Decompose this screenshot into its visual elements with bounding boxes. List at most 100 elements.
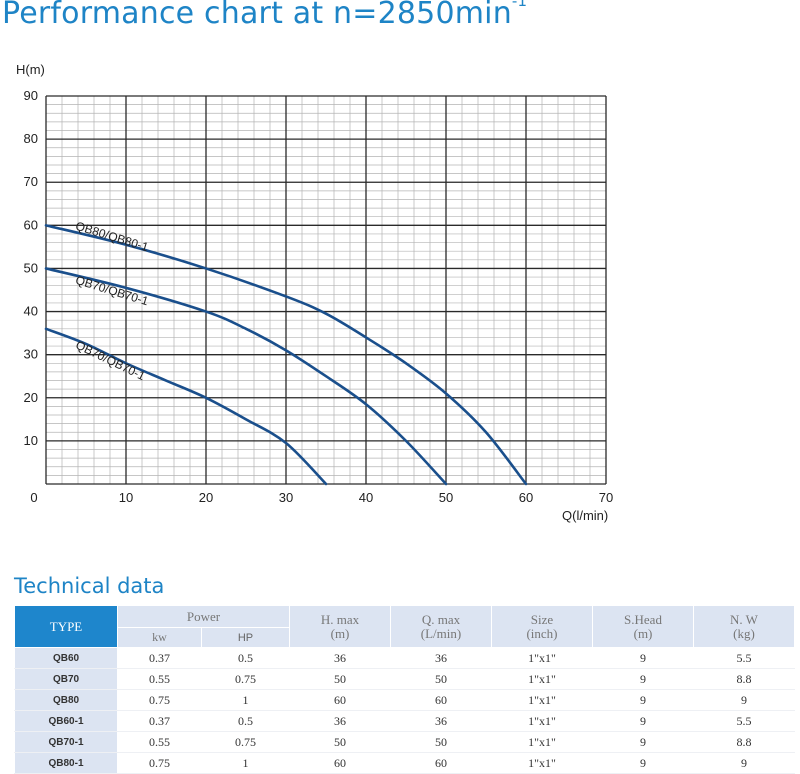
cell-hp: 0.5 xyxy=(201,647,290,669)
header-type: TYPE xyxy=(14,605,118,648)
header-nw-unit: (kg) xyxy=(733,625,755,641)
header-size-unit: (inch) xyxy=(526,625,558,641)
cell-hp: 0.75 xyxy=(201,731,290,753)
cell-shead: 9 xyxy=(592,731,694,753)
cell-kw: 0.55 xyxy=(117,731,202,753)
header-size: Size (inch) xyxy=(491,605,593,648)
header-qmax-label: Q. max xyxy=(421,611,461,627)
cell-size: 1"x1" xyxy=(491,668,593,690)
cell-qmax: 36 xyxy=(390,647,492,669)
cell-qmax: 50 xyxy=(390,731,492,753)
chart-grid-major xyxy=(45,95,607,485)
x-axis-label: Q(l/min) xyxy=(562,508,608,523)
cell-qmax: 60 xyxy=(390,752,492,774)
cell-kw: 0.55 xyxy=(117,668,202,690)
table-row: QB60 0.37 0.5 36 36 1"x1" 9 5.5 xyxy=(14,647,795,669)
y-tick-label: 40 xyxy=(24,304,38,319)
cell-nw: 9 xyxy=(693,752,795,774)
series-line-1 xyxy=(44,267,448,486)
y-tick-label: 20 xyxy=(24,390,38,405)
header-hmax-unit: (m) xyxy=(330,625,350,641)
technical-data-title: Technical data xyxy=(14,574,165,598)
y-tick-label: 30 xyxy=(24,347,38,362)
x-tick-label: 70 xyxy=(599,490,613,505)
series-label-2: QB70/QB70-1 xyxy=(73,338,147,384)
cell-size: 1"x1" xyxy=(491,647,593,669)
cell-shead: 9 xyxy=(592,752,694,774)
cell-hp: 0.75 xyxy=(201,668,290,690)
cell-hmax: 36 xyxy=(289,647,391,669)
cell-nw: 8.8 xyxy=(693,731,795,753)
technical-data-table: TYPE Power H. max (m) Q. max (L/min) Size(… xyxy=(14,605,795,774)
header-shead: S.Head (m) xyxy=(592,605,694,648)
cell-kw: 0.75 xyxy=(117,689,202,711)
table-row: QB80-1 0.75 1 60 60 1"x1" 9 9 xyxy=(14,752,795,774)
cell-size: 1"x1" xyxy=(491,689,593,711)
x-tick-label: 0 xyxy=(30,490,37,505)
cell-kw: 0.37 xyxy=(117,647,202,669)
cell-hp: 0.5 xyxy=(201,710,290,732)
header-nw-label: N. W xyxy=(730,611,758,627)
x-tick-label: 60 xyxy=(519,490,533,505)
cell-hmax: 50 xyxy=(289,731,391,753)
cell-type: QB60-1 xyxy=(14,710,118,732)
cell-hmax: 36 xyxy=(289,710,391,732)
x-tick-label: 50 xyxy=(439,490,453,505)
chart-curves xyxy=(44,224,528,486)
cell-hmax: 60 xyxy=(289,689,391,711)
cell-size: 1"x1" xyxy=(491,710,593,732)
table-row: QB80 0.75 1 60 60 1"x1" 9 9 xyxy=(14,689,795,711)
cell-shead: 9 xyxy=(592,668,694,690)
header-size-label: Size xyxy=(530,611,554,627)
series-line-2 xyxy=(44,327,328,486)
cell-hp: 1 xyxy=(201,689,290,711)
header-shead-label: S.Head xyxy=(624,611,662,627)
x-tick-label: 30 xyxy=(279,490,293,505)
cell-type: QB80 xyxy=(14,689,118,711)
y-tick-label: 60 xyxy=(24,217,38,232)
cell-type: QB60 xyxy=(14,647,118,669)
y-tick-label: 90 xyxy=(24,88,38,103)
cell-size: 1"x1" xyxy=(491,731,593,753)
table-row: QB70-1 0.55 0.75 50 50 1"x1" 9 8.8 xyxy=(14,731,795,753)
page-title-superscript: -1 xyxy=(511,0,528,10)
cell-shead: 9 xyxy=(592,647,694,669)
table-row: QB60-1 0.37 0.5 36 36 1"x1" 9 5.5 xyxy=(14,710,795,732)
cell-type: QB70 xyxy=(14,668,118,690)
y-tick-label: 10 xyxy=(24,433,38,448)
x-tick-label: 10 xyxy=(119,490,133,505)
cell-hp: 1 xyxy=(201,752,290,774)
header-qmax: Q. max (L/min) xyxy=(390,605,492,648)
cell-hmax: 50 xyxy=(289,668,391,690)
header-qmax-unit: (L/min) xyxy=(420,625,462,641)
y-tick-label: 70 xyxy=(24,174,38,189)
header-hmax: H. max (m) xyxy=(289,605,391,648)
cell-type: QB80-1 xyxy=(14,752,118,774)
y-tick-label: 80 xyxy=(24,131,38,146)
header-hp: HP xyxy=(201,627,290,648)
cell-shead: 9 xyxy=(592,689,694,711)
cell-kw: 0.75 xyxy=(117,752,202,774)
header-kw: kw xyxy=(117,627,202,648)
cell-qmax: 36 xyxy=(390,710,492,732)
page-title: Performance chart at n=2850min-1 xyxy=(2,0,527,31)
cell-qmax: 60 xyxy=(390,689,492,711)
series-line-0 xyxy=(44,224,528,486)
y-axis-label: H(m) xyxy=(16,62,45,77)
cell-shead: 9 xyxy=(592,710,694,732)
cell-nw: 9 xyxy=(693,689,795,711)
header-power: Power xyxy=(117,605,290,628)
cell-qmax: 50 xyxy=(390,668,492,690)
table-row: QB70 0.55 0.75 50 50 1"x1" 9 8.8 xyxy=(14,668,795,690)
y-tick-label: 50 xyxy=(24,260,38,275)
header-nw: N. W (kg) xyxy=(693,605,795,648)
cell-kw: 0.37 xyxy=(117,710,202,732)
x-tick-label: 40 xyxy=(359,490,373,505)
header-shead-unit: (m) xyxy=(633,625,653,641)
header-hmax-label: H. max xyxy=(320,611,360,627)
x-tick-label: 20 xyxy=(199,490,213,505)
cell-nw: 5.5 xyxy=(693,710,795,732)
cell-hmax: 60 xyxy=(289,752,391,774)
